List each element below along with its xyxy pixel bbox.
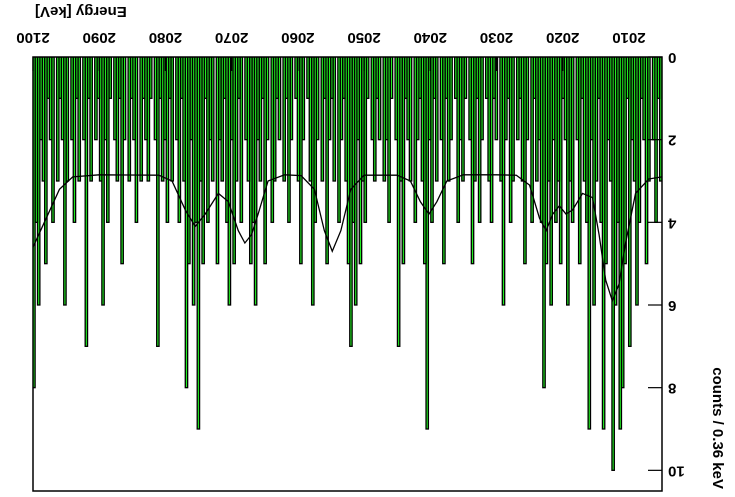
bar xyxy=(244,57,248,141)
bar xyxy=(296,57,301,182)
bar xyxy=(120,57,124,265)
bar xyxy=(77,57,82,182)
bar xyxy=(232,57,236,265)
bar xyxy=(160,57,165,182)
bar xyxy=(215,57,220,265)
fit-curve xyxy=(33,174,662,303)
bar xyxy=(515,57,520,141)
y-tick-label: 10 xyxy=(668,462,685,479)
y-tick-label: 0 xyxy=(668,49,676,66)
bar xyxy=(453,57,458,99)
bar xyxy=(358,57,363,265)
y-tick-label: 2 xyxy=(668,132,676,149)
bar xyxy=(175,57,179,141)
bar xyxy=(344,57,349,182)
bar xyxy=(575,57,580,141)
bar xyxy=(156,57,160,347)
bar xyxy=(55,57,60,182)
bar xyxy=(263,57,267,265)
bar xyxy=(601,57,606,430)
bar xyxy=(370,57,375,141)
bar xyxy=(587,57,592,430)
bar xyxy=(153,57,158,141)
bar xyxy=(394,57,399,141)
bar xyxy=(127,57,132,182)
bar xyxy=(468,57,472,141)
bar xyxy=(306,57,310,99)
bar xyxy=(282,57,287,182)
x-tick-label: 2100 xyxy=(16,29,49,46)
bar xyxy=(320,57,325,182)
bar xyxy=(396,57,401,347)
bar xyxy=(487,57,492,182)
bar xyxy=(644,57,649,265)
bar xyxy=(627,57,632,347)
bar xyxy=(113,57,117,141)
bar xyxy=(196,57,201,430)
bar xyxy=(89,57,93,182)
x-tick-label: 2060 xyxy=(281,29,314,46)
bar xyxy=(434,57,439,182)
bar xyxy=(84,57,89,347)
bar xyxy=(382,57,387,182)
bar xyxy=(337,57,341,223)
x-tick-label: 2030 xyxy=(480,29,513,46)
bar xyxy=(139,57,144,182)
bar xyxy=(582,57,587,182)
bar xyxy=(566,57,570,306)
x-tick-label: 2010 xyxy=(612,29,645,46)
bar xyxy=(618,57,623,430)
bar xyxy=(332,57,337,182)
bar xyxy=(470,57,475,265)
y-tick-label: 4 xyxy=(667,214,676,231)
frame xyxy=(32,56,663,492)
bar xyxy=(520,57,525,182)
bar xyxy=(325,57,329,265)
x-tick-label: 2080 xyxy=(149,29,182,46)
y-axis-title: counts / 0.36 keV xyxy=(709,367,726,489)
x-tick-label: 2020 xyxy=(546,29,579,46)
bar xyxy=(611,57,615,471)
bar xyxy=(413,57,418,223)
bar xyxy=(535,57,539,182)
bar xyxy=(420,57,425,182)
bar xyxy=(651,57,656,141)
y-tick-label: 6 xyxy=(668,297,676,314)
bar xyxy=(98,57,103,182)
bar xyxy=(63,57,67,306)
x-tick-label: 2070 xyxy=(215,29,248,46)
bar xyxy=(577,57,582,265)
bar xyxy=(270,57,275,223)
y-tick-label: 8 xyxy=(668,380,676,397)
bar xyxy=(82,57,86,141)
bar xyxy=(294,57,298,99)
x-tick-label: 2040 xyxy=(414,29,447,46)
bar xyxy=(484,57,489,99)
plot-area xyxy=(33,57,662,471)
bar xyxy=(308,57,313,182)
bar xyxy=(182,57,186,182)
bar xyxy=(94,57,98,141)
bar xyxy=(70,57,74,141)
bar xyxy=(658,57,662,182)
x-axis-title: Energy [keV] xyxy=(35,3,127,20)
bar xyxy=(499,57,503,182)
bar xyxy=(442,57,446,265)
x-tick-label: 2050 xyxy=(347,29,380,46)
bar xyxy=(592,57,596,306)
bar xyxy=(191,57,196,306)
x-tick-label: 2090 xyxy=(83,29,116,46)
bar xyxy=(439,57,444,141)
